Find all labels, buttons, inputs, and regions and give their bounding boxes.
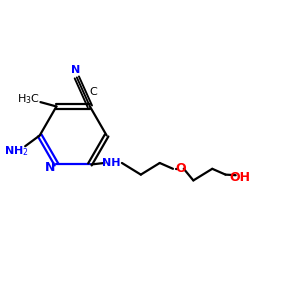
Text: H$_3$C: H$_3$C bbox=[17, 92, 40, 106]
Text: OH: OH bbox=[230, 171, 250, 184]
Text: N: N bbox=[45, 161, 55, 174]
Text: N: N bbox=[71, 65, 80, 75]
Text: NH$_2$: NH$_2$ bbox=[4, 145, 29, 158]
Text: C: C bbox=[89, 87, 97, 97]
Text: O: O bbox=[175, 162, 186, 175]
Text: NH: NH bbox=[102, 158, 120, 168]
